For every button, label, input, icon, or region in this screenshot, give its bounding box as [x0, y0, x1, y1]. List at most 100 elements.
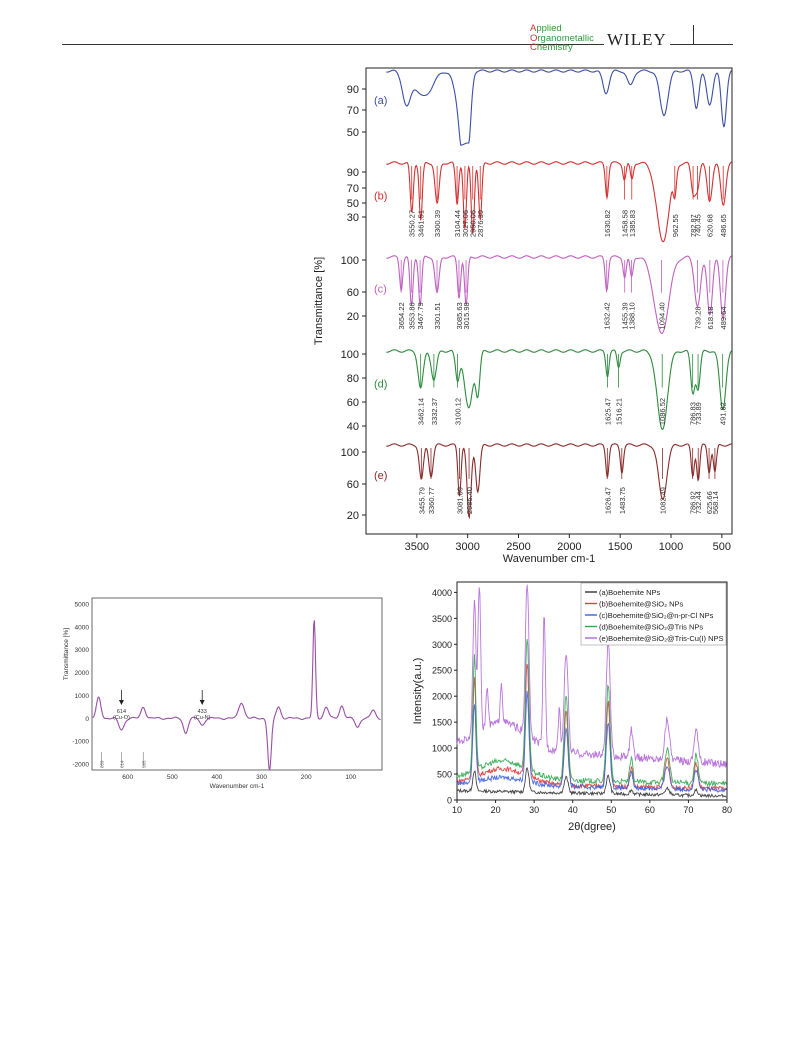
- xrd-series-c: [456, 690, 727, 793]
- peak-label: 614: [119, 760, 124, 768]
- peak-label: 2876.39: [476, 210, 485, 237]
- peak-label: 3081.09: [455, 487, 464, 514]
- panel-label: (b): [374, 190, 387, 202]
- panel-c: 100 60 20 (c) 3654.22 3553.86 3467.79 3301.51 30…: [341, 255, 732, 334]
- y-tick-label: 3500: [432, 614, 452, 624]
- peak-label: 1094.40: [657, 302, 666, 329]
- far-ir-figure: 5000 4000 3000 2000 1000 0 -1000 -2000 600 500 400…: [63, 597, 383, 790]
- xrd-series-d: [456, 638, 727, 788]
- peak-annotation: 433(Cu-N): [194, 690, 211, 721]
- peak-label: 1385.83: [628, 210, 637, 237]
- peak-label: 1455.39: [621, 302, 630, 329]
- y-tick-label: 90: [347, 167, 359, 179]
- spectrum-line: [386, 443, 732, 520]
- peak-label: 3461.51: [417, 210, 426, 237]
- peak-label: 3301.51: [433, 302, 442, 329]
- peak-label: 3360.77: [427, 487, 436, 514]
- peak-label: 1086.52: [658, 398, 667, 425]
- y-tick-label: 30: [347, 212, 359, 224]
- plot-frame: [91, 597, 383, 771]
- publisher-logo: WILEY: [604, 30, 670, 50]
- x-tick-label: 30: [529, 805, 539, 815]
- peak-label: 732.44: [694, 491, 703, 514]
- y-tick-label: 20: [347, 311, 359, 323]
- peak-label: 568.14: [711, 491, 720, 514]
- peak-label: 786.92: [689, 491, 698, 514]
- peak-label: 486.65: [719, 214, 728, 237]
- y-tick-label: 1000: [432, 744, 452, 754]
- x-tick-label: 1000: [659, 541, 683, 553]
- legend-label: (a)Boehemite NPs: [599, 588, 661, 597]
- x-tick-label: 3000: [455, 541, 479, 553]
- peak-label: 3553.86: [407, 302, 416, 329]
- peak-label: 3550.27: [408, 210, 417, 237]
- y-tick-label: 4000: [432, 588, 452, 598]
- panel-a: 90 70 50 (a): [347, 69, 733, 146]
- y-tick-label: 40: [347, 421, 359, 433]
- x-axis-label: Wavenumber cm-1: [503, 553, 596, 564]
- peak-label: 740.45: [693, 214, 702, 237]
- y-tick-label: 60: [347, 397, 359, 409]
- peak-label: 2986.40: [465, 487, 474, 514]
- y-tick-label: 2500: [432, 666, 452, 676]
- peak-label: 3467.79: [416, 302, 425, 329]
- peak-label: 2950.06: [469, 210, 478, 237]
- y-tick-label: 4000: [75, 624, 90, 631]
- x-tick-label: 300: [256, 774, 267, 781]
- peak-label: 3100.12: [453, 398, 462, 425]
- spectrum-line: [92, 620, 381, 771]
- y-tick-label: 50: [347, 198, 359, 210]
- peak-label: 3300.39: [433, 210, 442, 237]
- panel-label: (d): [374, 378, 387, 390]
- peak-label: 3332.37: [430, 398, 439, 425]
- xrd-series-e: [456, 584, 727, 768]
- x-tick-label: 500: [167, 774, 178, 781]
- y-tick-label: 3000: [75, 647, 90, 654]
- y-tick-label: 1500: [432, 718, 452, 728]
- y-tick-label: 100: [341, 255, 359, 267]
- x-tick-label: 100: [345, 774, 356, 781]
- y-axis-label: Intensity(a.u.): [412, 658, 424, 725]
- journal-word: pplied: [536, 23, 562, 34]
- y-axis-label: Transmittance [%]: [63, 628, 70, 680]
- peak-label: 491.82: [719, 402, 728, 425]
- x-tick-label: 2000: [557, 541, 581, 553]
- annotation-value: 614: [117, 709, 126, 715]
- peak-label: 3085.63: [455, 302, 464, 329]
- y-tick-label: 100: [341, 447, 359, 459]
- legend-box: [580, 582, 727, 646]
- y-tick-label: 2000: [432, 692, 452, 702]
- peak-label: 3455.79: [417, 487, 426, 514]
- peak-label: 782.87: [689, 214, 698, 237]
- ftir-figure: 90 70 50 (a) 90 70 50 30 (b) 3550.27 3461.51 3300.3…: [313, 67, 733, 564]
- x-tick-label: 500: [713, 541, 731, 553]
- y-tick-label: -1000: [72, 739, 89, 746]
- peak-label: 739.28: [694, 306, 703, 329]
- peak-label: 1630.82: [603, 210, 612, 237]
- legend-label: (e)Boehemite@SiO₂@Tris-Cu(I) NPS: [599, 634, 724, 643]
- xrd-series-a: [456, 767, 727, 799]
- panel-label: (a): [374, 95, 387, 107]
- peak-label: 620.68: [706, 214, 715, 237]
- x-tick-label: 200: [301, 774, 312, 781]
- peak-label: 618.18: [706, 306, 715, 329]
- plot-frame: [365, 67, 733, 535]
- panel-b: 90 70 50 30 (b) 3550.27 3461.51 3300.39 3104.443…: [347, 161, 732, 243]
- peak-label: 3015.98: [462, 302, 471, 329]
- x-tick-label: 60: [645, 805, 655, 815]
- y-tick-label: 20: [347, 510, 359, 522]
- peak-label: 1388.10: [628, 302, 637, 329]
- page-number-tick: [693, 25, 694, 45]
- spectrum-line: [386, 69, 733, 146]
- y-tick-label: 0: [85, 716, 89, 723]
- journal-letter: O: [530, 32, 538, 44]
- journal-word: hemistry: [536, 42, 573, 53]
- peak-label: 1483.75: [618, 487, 627, 514]
- x-axis-label: Wavenumber cm-1: [210, 783, 265, 790]
- peak-label: 565: [141, 760, 146, 768]
- y-tick-label: 0: [447, 796, 452, 806]
- peak-label: 1458.58: [620, 210, 629, 237]
- peak-label: 3104.44: [453, 210, 462, 237]
- journal-letter: C: [530, 42, 537, 53]
- peak-label: 1626.47: [603, 487, 612, 514]
